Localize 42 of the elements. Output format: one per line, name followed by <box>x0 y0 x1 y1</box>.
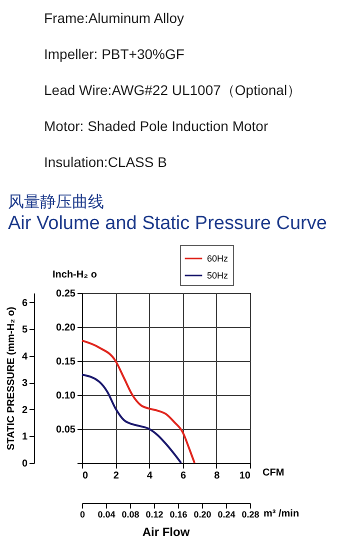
text: Frame:Aluminum Alloy <box>44 9 186 28</box>
x-tick-label: 8 <box>214 470 220 482</box>
legend-label: 60Hz <box>207 254 229 264</box>
line-series <box>81 340 196 464</box>
x-axis-title: CFM <box>262 468 284 478</box>
y-tick-label: 0.20 <box>56 322 76 334</box>
y-tick-label: 0.25 <box>56 288 76 300</box>
line-series <box>81 374 182 464</box>
y2-tick-label: 4 <box>22 351 28 362</box>
y-tick-label: 0.05 <box>56 424 76 436</box>
x2-tick-label: 0 <box>80 510 86 520</box>
text: Lead Wire:AWG#22 UL1007（Optional） <box>44 81 302 100</box>
x2-tick-label: 0.20 <box>194 510 212 520</box>
y2-tick-label: 5 <box>22 324 28 336</box>
x2-tick-label: 0.12 <box>146 510 164 520</box>
y-tick-label: 0.10 <box>56 390 76 402</box>
x2-tick-label: 0.28 <box>242 510 260 520</box>
x-tick-label: 0 <box>82 470 88 482</box>
y2-tick-label: 6 <box>22 298 28 309</box>
text: Impeller: PBT+30%GF <box>44 45 186 64</box>
x2-tick-label: 0.16 <box>170 510 188 520</box>
y2-tick-label: 3 <box>22 378 28 390</box>
y2-tick-label: 2 <box>22 404 28 416</box>
chart-title: 风量静压曲线 <box>8 192 105 213</box>
x2-tick-label: 0.04 <box>98 510 116 520</box>
y2-tick-label: 0 <box>22 458 28 470</box>
x-tick-label: 6 <box>180 470 187 482</box>
x-tick-label: 2 <box>113 470 120 482</box>
text: Air Flow <box>142 525 190 539</box>
x-tick-label: 10 <box>239 470 251 482</box>
x2-tick-label: 0.08 <box>122 510 140 520</box>
x2-tick-label: 0.24 <box>218 510 236 520</box>
y-axis-title: Inch-H₂ o <box>52 270 97 280</box>
chart-subtitle: Air Volume and Static Pressure Curve <box>8 213 328 235</box>
text: Motor: Shaded Pole Induction Motor <box>44 117 270 136</box>
legend-label: 50Hz <box>207 270 229 280</box>
x-tick-label: 4 <box>146 470 153 482</box>
y2-tick-label: 1 <box>22 432 28 443</box>
y2-axis-title: STATIC PRESSURE (mm-H₂ o) <box>6 306 17 450</box>
x2-axis-title: m³ /min <box>264 508 300 520</box>
y-tick-label: 0.15 <box>56 356 76 368</box>
text: Insulation:CLASS B <box>44 153 168 172</box>
